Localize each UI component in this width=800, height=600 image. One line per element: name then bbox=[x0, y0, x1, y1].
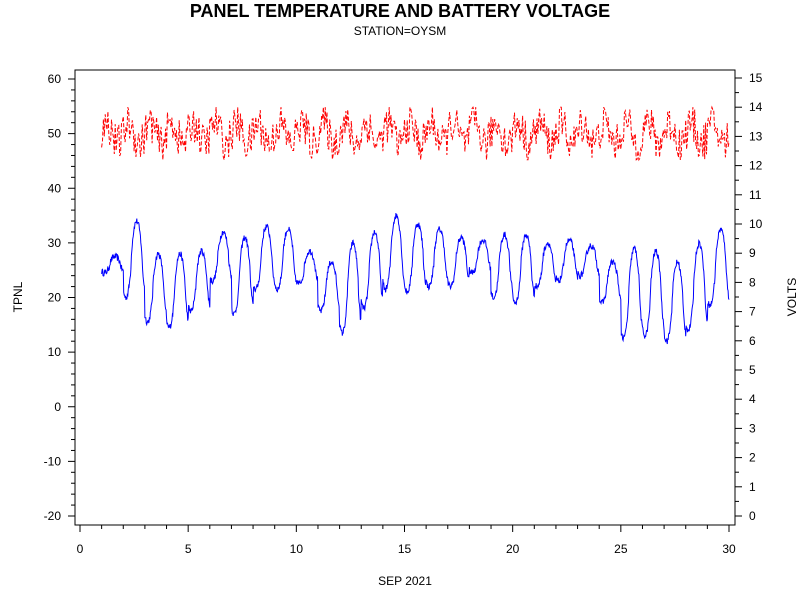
y-axis-left: -20 -10 0 10 20 30 40 50 60 bbox=[44, 72, 75, 523]
y-left-tick-label: 50 bbox=[48, 127, 62, 141]
x-tick-label: 0 bbox=[77, 542, 84, 556]
y-right-tick-label: 15 bbox=[749, 71, 763, 85]
x-tick-label: 10 bbox=[290, 542, 304, 556]
y-axis-right-title: VOLTS bbox=[785, 278, 799, 316]
series-line-panel-temperature bbox=[101, 212, 730, 345]
chart-subtitle: STATION=OYSM bbox=[354, 24, 447, 38]
y-right-tick-label: 5 bbox=[749, 363, 756, 377]
y-right-tick-label: 12 bbox=[749, 159, 763, 173]
y-left-tick-label: 0 bbox=[54, 400, 61, 414]
y-right-tick-label: 2 bbox=[749, 451, 756, 465]
series-line-battery-voltage bbox=[101, 105, 730, 162]
y-right-tick-label: 11 bbox=[749, 188, 762, 202]
y-right-tick-label: 13 bbox=[749, 129, 763, 143]
y-left-tick-label: 60 bbox=[48, 72, 62, 86]
x-axis: 0 5 10 15 20 25 30 bbox=[77, 525, 736, 556]
y-right-tick-label: 4 bbox=[749, 392, 756, 406]
y-right-tick-label: 14 bbox=[749, 100, 763, 114]
x-tick-label: 5 bbox=[185, 542, 192, 556]
y-left-tick-label: 30 bbox=[48, 236, 62, 250]
y-left-tick-label: -10 bbox=[44, 454, 62, 468]
x-axis-title: SEP 2021 bbox=[378, 574, 432, 588]
y-left-tick-label: 20 bbox=[48, 291, 62, 305]
x-tick-label: 30 bbox=[722, 542, 736, 556]
y-left-tick-label: -20 bbox=[44, 509, 62, 523]
y-left-tick-label: 40 bbox=[48, 181, 62, 195]
x-tick-label: 20 bbox=[506, 542, 520, 556]
y-left-tick-label: 10 bbox=[48, 345, 62, 359]
y-right-tick-label: 10 bbox=[749, 217, 763, 231]
y-axis-left-title: TPNL bbox=[11, 281, 25, 312]
chart-title: PANEL TEMPERATURE AND BATTERY VOLTAGE bbox=[190, 1, 610, 21]
y-right-tick-label: 6 bbox=[749, 334, 756, 348]
y-right-tick-label: 9 bbox=[749, 246, 756, 260]
y-right-tick-label: 3 bbox=[749, 421, 756, 435]
y-right-tick-label: 7 bbox=[749, 305, 756, 319]
y-right-tick-label: 0 bbox=[749, 509, 756, 523]
x-tick-label: 25 bbox=[614, 542, 628, 556]
x-tick-label: 15 bbox=[398, 542, 412, 556]
y-right-tick-label: 1 bbox=[749, 480, 756, 494]
y-right-tick-label: 8 bbox=[749, 275, 756, 289]
